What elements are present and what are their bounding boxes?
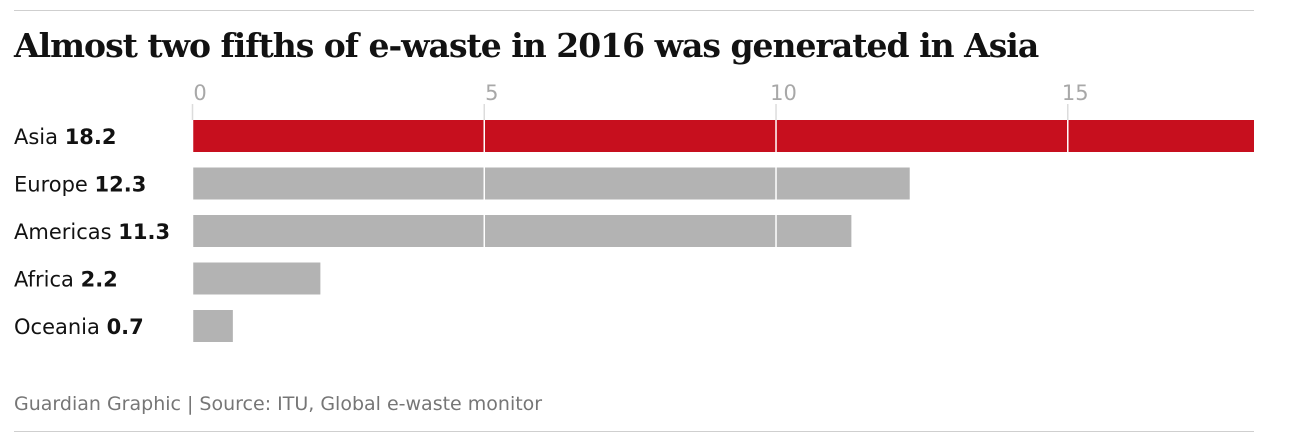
category-label: Oceania 0.7 [14,315,144,339]
bar-africa [192,262,321,295]
category-name: Asia [14,125,65,149]
category-name: Europe [14,173,95,197]
chart-title: Almost two fifths of e-waste in 2016 was… [14,26,1039,65]
category-value: 2.2 [81,268,118,292]
source-note: Guardian Graphic | Source: ITU, Global e… [14,393,543,415]
x-tick-label: 15 [1062,81,1089,105]
category-value: 12.3 [95,173,147,197]
bar-oceania [192,310,233,342]
category-value: 0.7 [107,315,144,339]
bar-americas [192,215,852,247]
category-name: Americas [14,220,118,244]
category-value: 11.3 [118,220,170,244]
x-tick-label: 10 [770,81,797,105]
bar-europe [192,167,910,200]
category-value: 18.2 [65,125,117,149]
category-label: Europe 12.3 [14,173,146,197]
category-label: Africa 2.2 [14,268,118,292]
bar-asia [192,120,1254,152]
bottom-rule [14,431,1254,432]
top-rule [14,10,1254,11]
category-label: Asia 18.2 [14,125,117,149]
x-tick-label: 5 [485,81,498,105]
category-name: Oceania [14,315,107,339]
x-tick-label: 0 [193,81,206,105]
category-name: Africa [14,268,81,292]
category-label: Americas 11.3 [14,220,170,244]
